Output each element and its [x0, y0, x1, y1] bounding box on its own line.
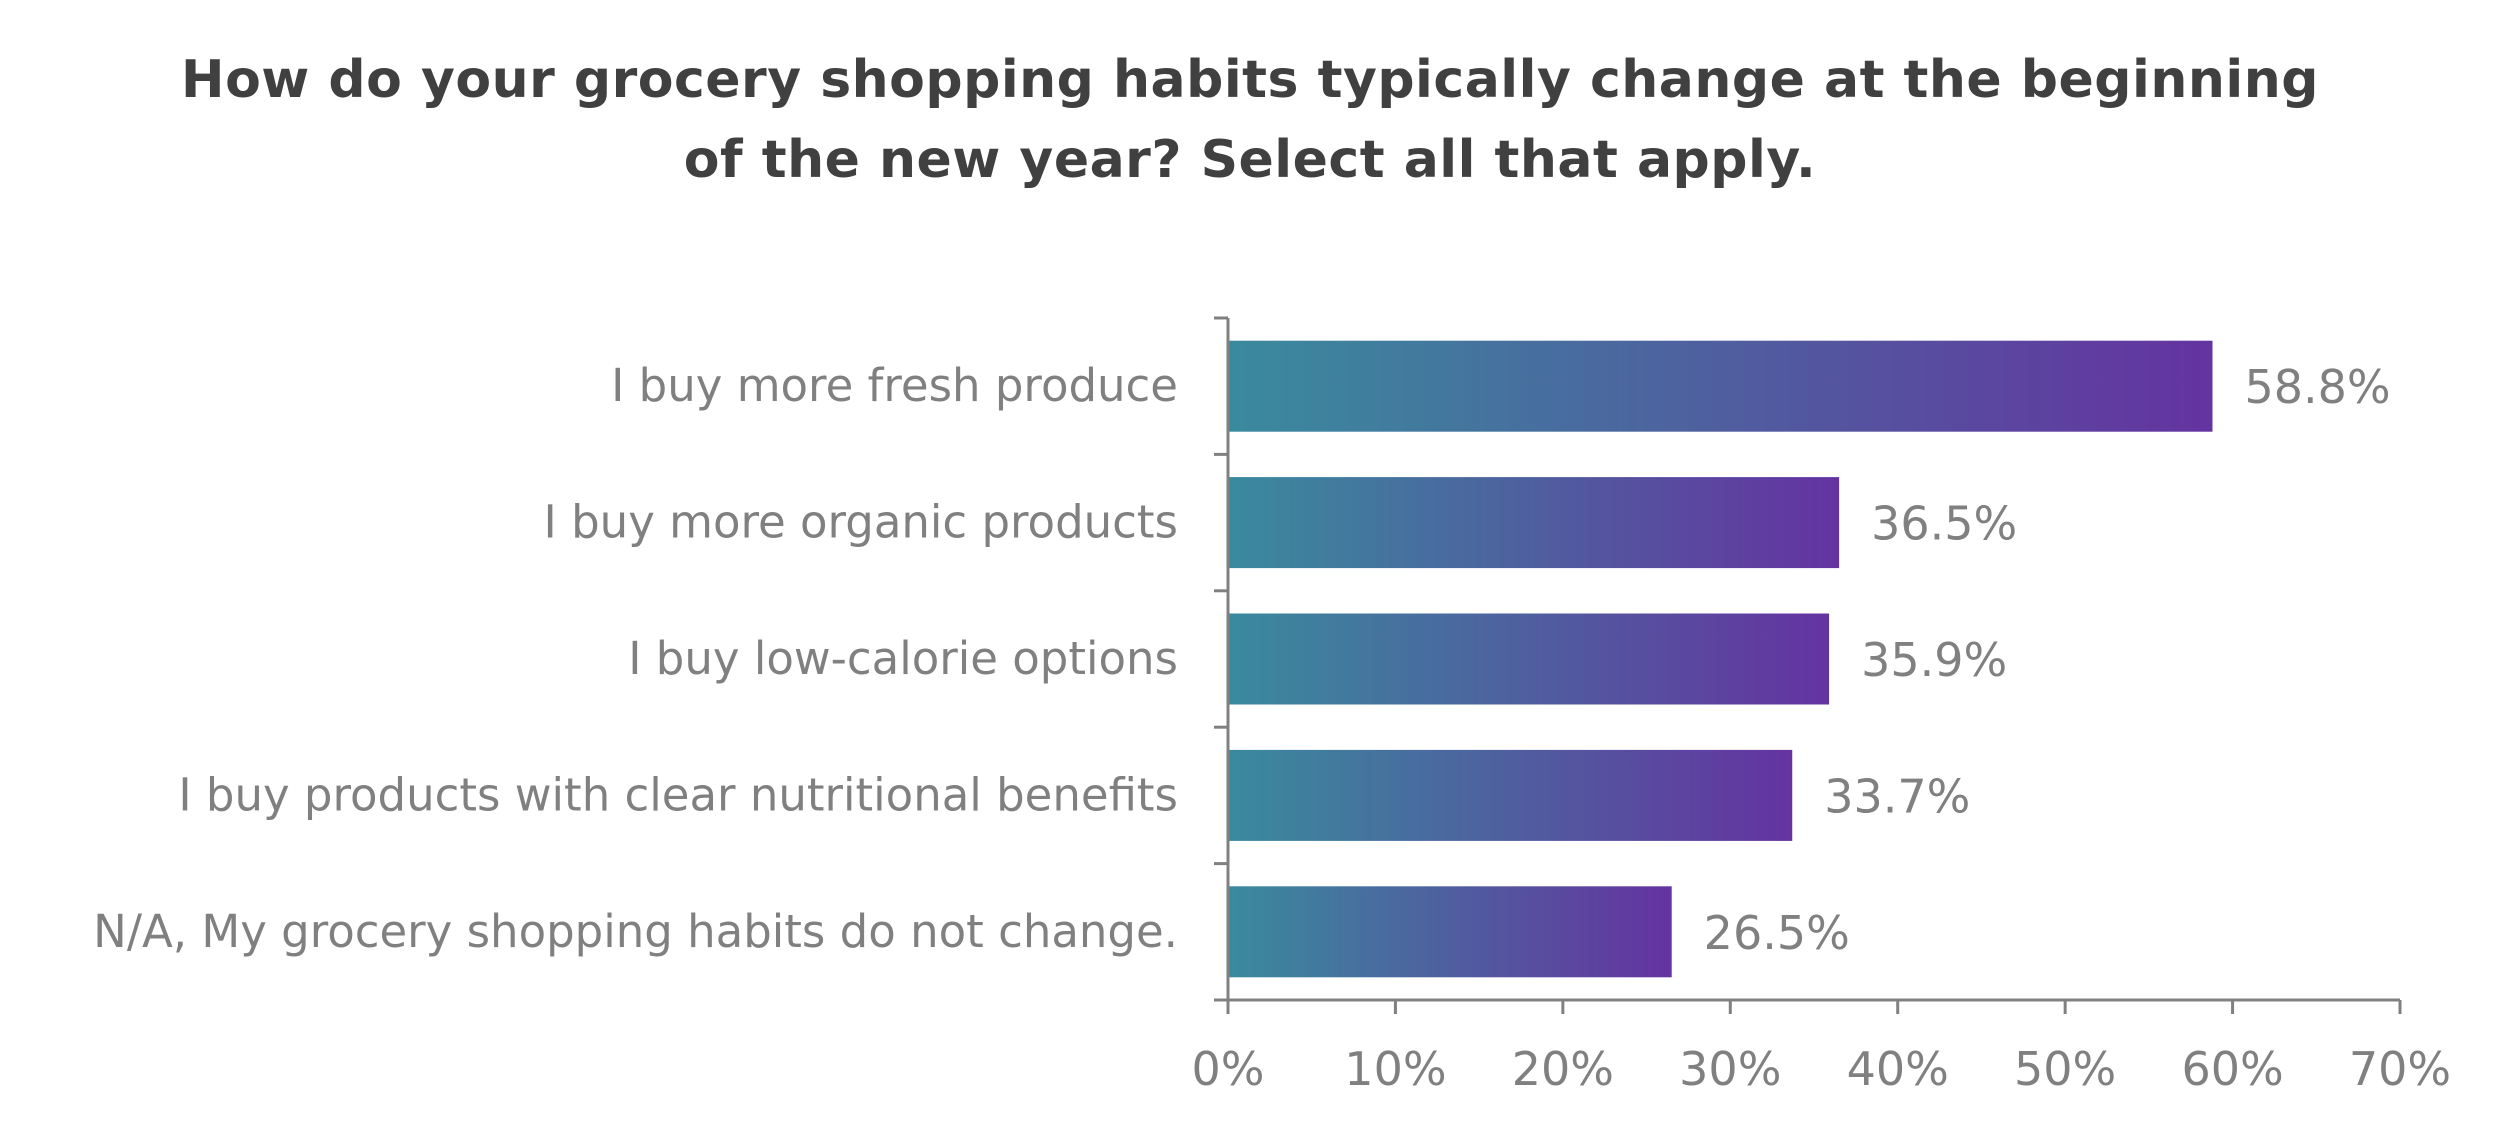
value-label: 26.5% — [1704, 906, 1850, 960]
value-label: 35.9% — [1861, 633, 2007, 687]
value-label: 33.7% — [1824, 769, 1970, 823]
bar — [1229, 886, 1672, 978]
bar — [1229, 340, 2213, 432]
category-label: I buy more organic products — [544, 496, 1178, 549]
bar — [1229, 749, 1793, 841]
x-tick-label: 0% — [1192, 1042, 1265, 1096]
x-tick-label: 60% — [2181, 1042, 2283, 1096]
category-label: I buy more fresh produce — [611, 359, 1178, 412]
bars — [1229, 340, 2213, 978]
bar — [1229, 613, 1830, 705]
value-label: 36.5% — [1871, 497, 2017, 551]
x-tick-label: 30% — [1679, 1042, 1781, 1096]
chart-title: How do your grocery shopping habits typi… — [181, 50, 2319, 190]
value-label: 58.8% — [2244, 360, 2390, 414]
axes — [1214, 316, 2402, 1014]
category-label: I buy products with clear nutritional be… — [178, 768, 1178, 821]
x-tick-label: 40% — [1847, 1042, 1949, 1096]
labels: 0% 10% 20% 30% 40% 50% 60% 70% I buy more fresh … — [93, 359, 2451, 1096]
category-label: I buy low-calorie options — [628, 632, 1178, 685]
x-tick-label: 70% — [2349, 1042, 2451, 1096]
x-tick-label: 50% — [2014, 1042, 2116, 1096]
bar — [1229, 477, 1840, 569]
x-tick-label: 20% — [1512, 1042, 1614, 1096]
category-label: N/A, My grocery shopping habits do not c… — [93, 905, 1178, 958]
x-tick-label: 10% — [1344, 1042, 1446, 1096]
